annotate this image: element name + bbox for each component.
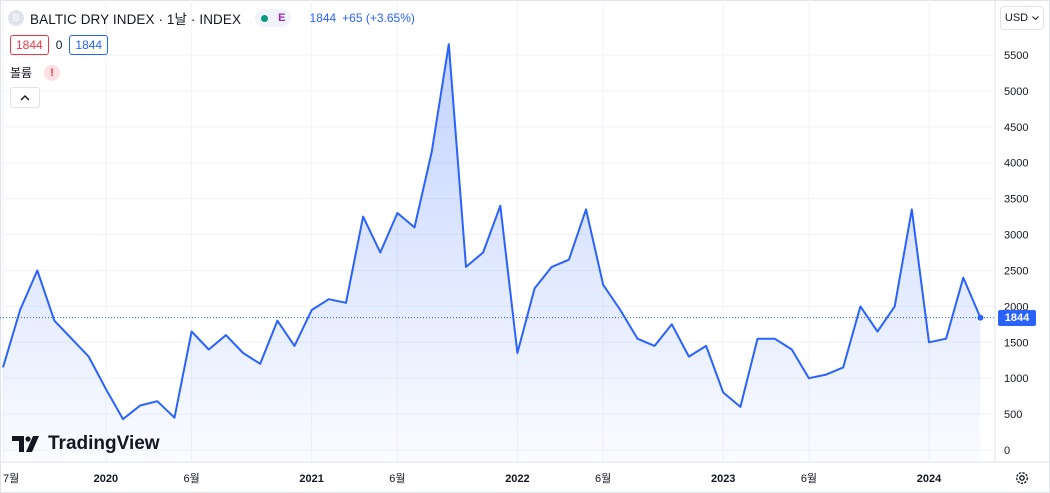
- ohlc-row: 1844 0 1844: [10, 35, 109, 55]
- grid-lines: [0, 0, 995, 462]
- collapse-legend-button[interactable]: [10, 87, 40, 108]
- last-price: 1844: [309, 11, 337, 25]
- time-tick-label: 6월: [184, 472, 200, 485]
- market-status-badge[interactable]: E: [255, 9, 292, 27]
- currency-selector[interactable]: USD: [1000, 6, 1044, 30]
- time-tick-label: 7월: [3, 472, 19, 485]
- price-tick-label: 3000: [1004, 230, 1028, 242]
- market-open-dot-icon: [261, 14, 269, 22]
- symbol-title[interactable]: BALTIC DRY INDEX · 1날 · INDEX: [30, 12, 242, 27]
- price-change: +65 (+3.65%): [342, 11, 415, 25]
- symbol-header[interactable]: B BALTIC DRY INDEX · 1날 · INDEX E 1844 +…: [8, 8, 415, 28]
- price-tick-label: 1500: [1004, 337, 1028, 349]
- time-tick-label: 2021: [299, 473, 323, 485]
- last-price-label: 1844: [998, 309, 1036, 326]
- volume-label: 볼륨: [10, 66, 33, 80]
- time-axis[interactable]: 7월 2020 6월 2021 6월 2022 6월 2023 6월 2024: [3, 472, 942, 485]
- price-area: [3, 44, 981, 462]
- price-tick-label: 2500: [1004, 265, 1028, 277]
- price-tick-label: 1000: [1004, 373, 1028, 385]
- chevron-down-icon: [1032, 16, 1039, 20]
- price-tick-label: 0: [1004, 445, 1010, 457]
- time-tick-label: 6월: [801, 472, 817, 485]
- price-tick-label: 3500: [1004, 194, 1028, 206]
- last-price-dot: [977, 314, 984, 321]
- price-tick-label: 5000: [1004, 86, 1028, 98]
- brand-name: TradingView: [48, 433, 160, 454]
- time-tick-label: 2023: [711, 473, 735, 485]
- chevron-up-icon: [20, 94, 30, 100]
- symbol-logo-icon: B: [8, 10, 24, 26]
- time-tick-label: 6월: [595, 472, 611, 485]
- time-tick-label: 2022: [505, 473, 529, 485]
- volume-legend[interactable]: 볼륨 !: [10, 64, 61, 81]
- gear-icon: [1016, 472, 1028, 484]
- time-tick-label: 2020: [94, 473, 118, 485]
- time-tick-label: 2024: [917, 473, 942, 485]
- price-tick-label: 4000: [1004, 158, 1028, 170]
- exchange-badge: E: [278, 12, 286, 24]
- exclamation-icon[interactable]: !: [44, 64, 61, 81]
- price-tick-label: 5500: [1004, 50, 1028, 62]
- price-axis[interactable]: 0500100015002000250030003500400045005000…: [1004, 50, 1028, 457]
- price-tick-label: 500: [1004, 409, 1022, 421]
- price-line[interactable]: [2, 43, 982, 421]
- tradingview-logo[interactable]: TradingView: [12, 433, 160, 455]
- spread-value: 0: [55, 38, 63, 52]
- currency-label: USD: [1004, 12, 1029, 24]
- buy-price-box[interactable]: 1844: [69, 35, 109, 55]
- chart-settings-button[interactable]: [1012, 468, 1032, 488]
- price-tick-label: 4500: [1004, 122, 1028, 134]
- time-tick-label: 6월: [389, 472, 405, 485]
- sell-price-box[interactable]: 1844: [10, 35, 49, 55]
- tradingview-logo-icon: [12, 436, 39, 452]
